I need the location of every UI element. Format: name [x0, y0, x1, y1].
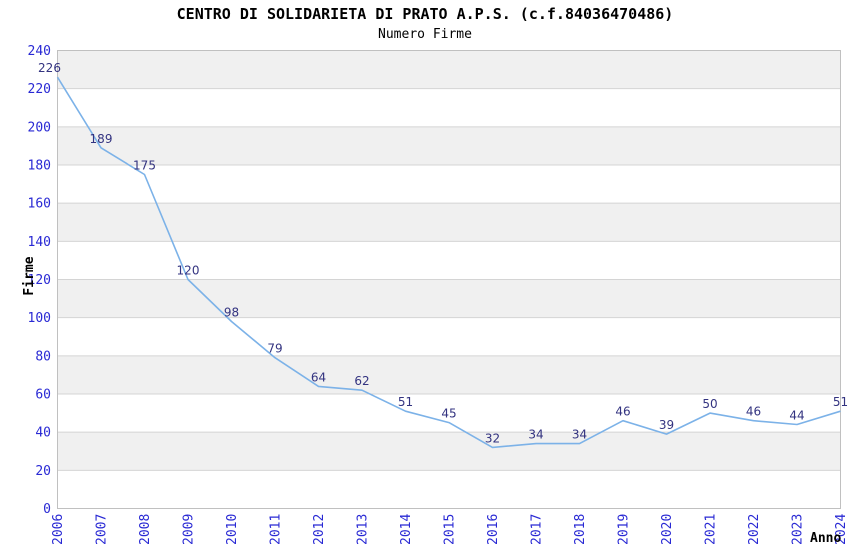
grid-band: [57, 203, 841, 242]
data-label: 98: [224, 306, 239, 320]
chart-title: CENTRO DI SOLIDARIETA DI PRATO A.P.S. (c…: [176, 5, 674, 23]
y-tick-label: 200: [28, 120, 51, 135]
y-tick-label: 140: [28, 235, 51, 250]
grid-band: [57, 126, 841, 165]
x-tick-label: 2012: [312, 514, 327, 545]
x-tick-label: 2020: [660, 514, 675, 545]
x-tick-label: 2019: [617, 514, 632, 545]
data-label: 46: [746, 405, 761, 419]
data-label: 32: [485, 431, 500, 445]
data-label: 34: [528, 428, 543, 442]
y-tick-label: 20: [35, 464, 51, 479]
chart-subtitle: Numero Firme: [378, 27, 472, 42]
x-tick-label: 2009: [182, 514, 197, 545]
data-label: 51: [398, 395, 413, 409]
x-tick-label: 2022: [747, 514, 762, 545]
x-tick-label: 2011: [269, 514, 284, 545]
data-label: 175: [133, 159, 156, 173]
data-label: 226: [38, 61, 61, 75]
x-tick-label: 2017: [530, 514, 545, 545]
grid-band: [57, 50, 841, 89]
x-tick-label: 2023: [791, 514, 806, 545]
data-label: 79: [267, 342, 282, 356]
grid-band: [57, 279, 841, 318]
y-tick-label: 40: [35, 426, 51, 441]
x-tick-label: 2006: [51, 514, 66, 545]
data-label: 62: [354, 374, 369, 388]
data-label: 39: [659, 418, 674, 432]
data-label: 64: [311, 370, 326, 384]
y-tick-label: 60: [35, 388, 51, 403]
x-tick-label: 2016: [486, 514, 501, 545]
y-tick-label: 180: [28, 159, 51, 174]
y-tick-label: 100: [28, 311, 51, 326]
data-label: 51: [833, 395, 848, 409]
data-label: 45: [441, 407, 456, 421]
data-label: 46: [615, 405, 630, 419]
y-tick-label: 240: [28, 44, 51, 59]
x-tick-label: 2018: [573, 514, 588, 545]
data-label: 44: [789, 409, 804, 423]
y-tick-label: 220: [28, 82, 51, 97]
data-label: 34: [572, 428, 587, 442]
x-tick-label: 2024: [834, 514, 849, 545]
data-line: [56, 76, 841, 449]
grid-band: [57, 432, 841, 471]
y-axis-title: Firme: [22, 256, 37, 295]
y-tick-label: 80: [35, 349, 51, 364]
x-tick-label: 2008: [138, 514, 153, 545]
x-tick-label: 2010: [225, 514, 240, 545]
x-tick-label: 2015: [443, 514, 458, 545]
x-tick-label: 2007: [95, 514, 110, 545]
y-tick-label: 160: [28, 197, 51, 212]
x-tick-label: 2021: [704, 514, 719, 545]
data-label: 50: [702, 397, 717, 411]
x-tick-label: 2013: [356, 514, 371, 545]
x-tick-label: 2014: [399, 514, 414, 545]
y-tick-label: 120: [28, 273, 51, 288]
plot-border: [57, 50, 841, 509]
y-tick-label: 0: [43, 502, 51, 517]
data-label: 120: [177, 264, 200, 278]
x-axis-title: Anno: [810, 531, 841, 546]
grid-band: [57, 355, 841, 394]
data-label: 189: [90, 132, 113, 146]
